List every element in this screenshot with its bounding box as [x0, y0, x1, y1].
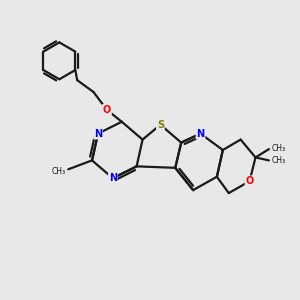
- Text: S: S: [157, 120, 164, 130]
- Text: N: N: [196, 129, 205, 139]
- Text: CH₃: CH₃: [51, 167, 65, 176]
- Text: O: O: [245, 176, 254, 186]
- Text: CH₃: CH₃: [272, 144, 286, 153]
- Text: N: N: [94, 129, 102, 139]
- Text: N: N: [109, 173, 117, 183]
- Text: CH₃: CH₃: [272, 157, 286, 166]
- Text: O: O: [103, 105, 111, 115]
